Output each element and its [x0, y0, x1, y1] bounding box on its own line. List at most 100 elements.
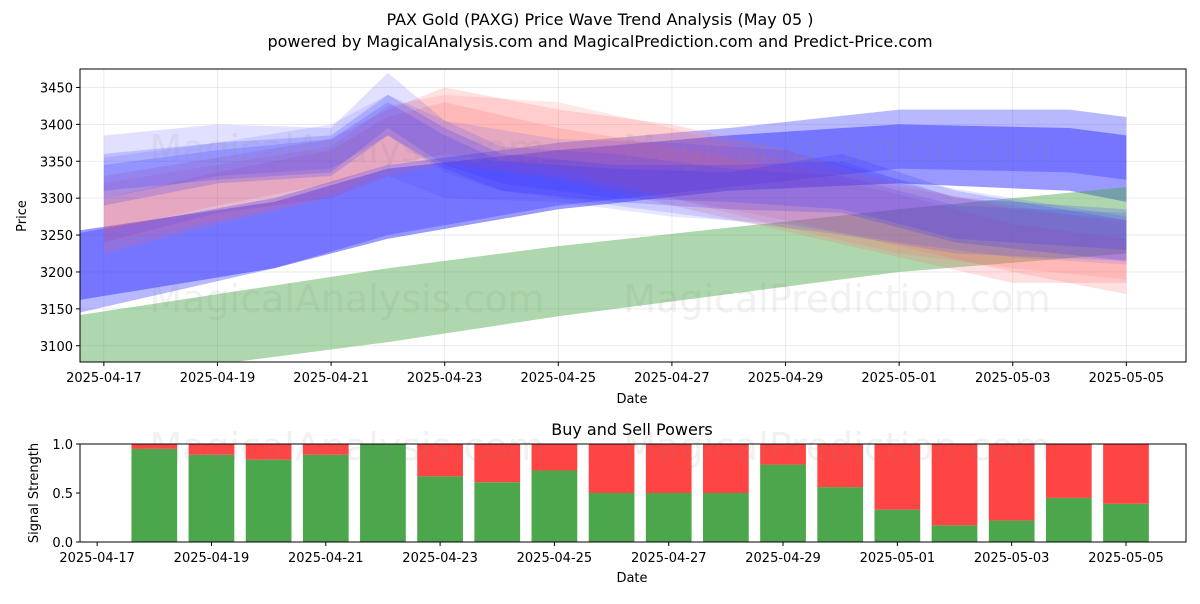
price-wave-bands	[80, 72, 1127, 362]
price-y-ticks: 3100 3150 3200 3250 3300 3350 3400 3450	[40, 81, 80, 355]
buy-bar	[474, 482, 521, 542]
price-plot-frame	[79, 68, 1187, 363]
buy-bar	[417, 476, 463, 542]
price-wave-plot: MagicalAnalysis.com MagicalPrediction.co…	[15, 68, 1187, 407]
sell-bar	[302, 444, 349, 455]
price-x-axis-label: Date	[616, 392, 647, 407]
buy-bar	[931, 525, 978, 542]
chart-title-line2: powered by MagicalAnalysis.com and Magic…	[267, 32, 932, 51]
buy-bar	[1045, 497, 1092, 542]
price-x-tick-label: 2025-05-05	[1089, 371, 1165, 386]
wave-band-blue-0	[80, 124, 1127, 300]
price-y-tick-label: 3100	[40, 340, 73, 355]
sell-bar	[817, 444, 864, 488]
buy-bar	[245, 459, 292, 542]
sell-bar	[531, 444, 578, 471]
signal-y-tick-label: 0.5	[52, 487, 73, 502]
buy-bar	[302, 454, 349, 542]
signal-x-tick-label: 2025-04-21	[288, 551, 364, 566]
sell-bar	[760, 444, 806, 465]
price-y-tick-label: 3400	[40, 118, 73, 133]
price-x-ticks: 2025-04-17 2025-04-19 2025-04-21 2025-04-23…	[66, 362, 1164, 386]
signal-chart-title: Buy and Sell Powers	[551, 420, 713, 439]
chart-title-line1: PAX Gold (PAXG) Price Wave Trend Analysi…	[386, 10, 813, 29]
price-x-tick-label: 2025-04-23	[407, 371, 483, 386]
signal-y-tick-label: 1.0	[52, 438, 73, 453]
signal-x-tick-label: 2025-04-29	[745, 551, 821, 566]
price-y-tick-label: 3200	[40, 266, 73, 281]
sell-bar	[874, 444, 921, 510]
signal-x-tick-label: 2025-04-17	[59, 551, 135, 566]
signal-x-tick-label: 2025-04-19	[174, 551, 250, 566]
sell-bar	[1103, 444, 1149, 504]
price-x-tick-label: 2025-04-25	[521, 371, 597, 386]
price-y-tick-label: 3450	[40, 81, 73, 96]
price-x-tick-label: 2025-04-19	[180, 371, 256, 386]
buy-bar	[645, 493, 692, 542]
buy-bar	[1103, 503, 1149, 542]
price-x-tick-label: 2025-04-21	[293, 371, 369, 386]
wave-band-blue-9	[103, 94, 1127, 265]
watermark-prediction-bottom: MagicalPrediction.com	[623, 425, 1051, 469]
signal-x-tick-label: 2025-05-01	[860, 551, 936, 566]
signal-x-tick-label: 2025-04-27	[631, 551, 707, 566]
signal-x-ticks: 2025-04-17 2025-04-19 2025-04-21 2025-04-23…	[59, 542, 1164, 566]
sell-bar	[703, 444, 749, 493]
buy-bar	[131, 448, 178, 542]
buy-bar	[988, 520, 1035, 542]
sell-bar	[645, 444, 692, 493]
buy-bar	[588, 493, 635, 542]
buy-bar	[703, 493, 749, 542]
price-y-tick-label: 3350	[40, 155, 73, 170]
buy-bar	[188, 454, 235, 542]
signal-strength-plot: Buy and Sell Powers MagicalAnalysis.com …	[27, 420, 1187, 586]
signal-x-tick-label: 2025-04-23	[402, 551, 478, 566]
watermark-analysis-top: MagicalAnalysis.com	[149, 127, 544, 171]
watermark-analysis-bottom: MagicalAnalysis.com	[149, 425, 544, 469]
wave-band-blue-6	[103, 72, 1127, 261]
signal-y-axis-label: Signal Strength	[27, 443, 42, 543]
signal-bars	[131, 444, 1149, 542]
price-y-tick-label: 3300	[40, 192, 73, 207]
wave-band-red-5	[103, 94, 1127, 280]
wave-band-blue-1	[80, 109, 1127, 313]
wave-band-red-4	[103, 102, 1127, 284]
price-y-tick-label: 3150	[40, 303, 73, 318]
buy-bar	[817, 487, 864, 542]
price-x-tick-label: 2025-04-17	[66, 371, 142, 386]
buy-bar	[760, 464, 806, 542]
sell-bar	[474, 444, 521, 483]
sell-bar	[245, 444, 292, 460]
signal-x-tick-label: 2025-05-03	[974, 551, 1050, 566]
watermark-prediction-top: MagicalPrediction.com	[623, 127, 1051, 171]
price-x-tick-label: 2025-05-03	[975, 371, 1051, 386]
wave-band-blue-8	[103, 102, 1127, 261]
sell-bar	[188, 444, 235, 455]
signal-x-tick-label: 2025-04-25	[517, 551, 593, 566]
signal-x-axis-label: Date	[616, 571, 647, 586]
sell-bar	[417, 444, 463, 477]
wave-band-blue-7	[103, 94, 1127, 250]
price-x-tick-label: 2025-05-01	[861, 371, 937, 386]
sell-bar	[988, 444, 1035, 521]
buy-bar	[874, 509, 921, 542]
sell-bar	[588, 444, 635, 493]
signal-y-ticks: 0.0 0.5 1.0	[52, 438, 80, 551]
sell-bar	[1045, 444, 1092, 498]
signal-x-tick-label: 2025-05-05	[1088, 551, 1164, 566]
price-y-tick-label: 3250	[40, 229, 73, 244]
buy-bar	[360, 444, 406, 542]
price-x-tick-label: 2025-04-29	[748, 371, 824, 386]
wave-band-red-3	[103, 87, 1127, 295]
wave-band-green-2	[80, 187, 1127, 362]
sell-bar	[931, 444, 978, 526]
watermark-analysis-mid: MagicalAnalysis.com	[149, 277, 544, 321]
buy-bar	[531, 470, 578, 542]
watermark-prediction-mid: MagicalPrediction.com	[623, 277, 1051, 321]
sell-bar	[131, 444, 178, 449]
price-x-tick-label: 2025-04-27	[634, 371, 710, 386]
signal-y-tick-label: 0.0	[52, 536, 73, 551]
price-y-axis-label: Price	[15, 200, 30, 232]
